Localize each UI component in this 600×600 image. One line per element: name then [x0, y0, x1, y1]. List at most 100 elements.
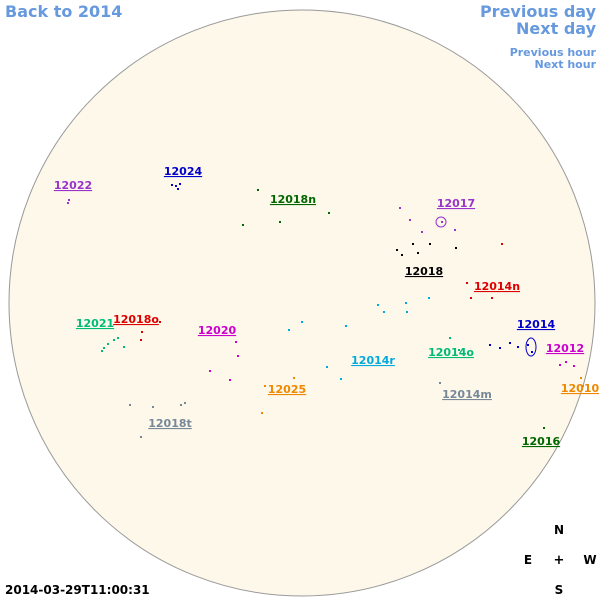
sunspot: [345, 325, 347, 327]
sunspot: [421, 231, 423, 233]
sunspot: [209, 370, 211, 372]
sunspot: [466, 282, 468, 284]
sunspot: [582, 385, 584, 387]
region-label[interactable]: 12010: [561, 382, 600, 395]
region-label[interactable]: 12024: [164, 165, 203, 178]
sunspot: [140, 436, 142, 438]
region-label[interactable]: 12018o: [113, 313, 159, 326]
region-label[interactable]: 12014m: [442, 388, 492, 401]
previous-day-link[interactable]: Previous day: [480, 2, 597, 21]
sunspot: [377, 304, 379, 306]
sunspot: [383, 311, 385, 313]
sunspot: [68, 199, 70, 201]
compass-west: W: [583, 553, 596, 567]
sunspot: [129, 404, 131, 406]
sunspot: [412, 243, 414, 245]
region-label[interactable]: 12020: [198, 324, 237, 337]
next-hour-link[interactable]: Next hour: [535, 58, 597, 71]
sunspot: [177, 188, 179, 190]
region-label[interactable]: 12018n: [270, 193, 316, 206]
region-label[interactable]: 12018: [405, 265, 443, 278]
sunspot: [235, 341, 237, 343]
sunspot: [171, 184, 173, 186]
sunspot: [559, 364, 561, 366]
back-link[interactable]: Back to 2014: [5, 2, 122, 21]
sunspot: [101, 350, 103, 352]
sunspot: [501, 243, 503, 245]
sunspot: [328, 212, 330, 214]
compass-center: +: [554, 553, 565, 568]
sunspot: [229, 379, 231, 381]
sunspot: [107, 343, 109, 345]
region-label[interactable]: 12012: [546, 342, 584, 355]
sunspot: [117, 337, 119, 339]
sunspot: [489, 344, 491, 346]
sunspot: [264, 385, 266, 387]
sunspot: [123, 346, 125, 348]
region-label[interactable]: 12018t: [148, 417, 192, 430]
sunspot: [67, 202, 69, 204]
sunspot: [288, 329, 290, 331]
region-label[interactable]: 12017: [437, 197, 475, 210]
sunspot: [439, 382, 441, 384]
region-label[interactable]: 12016: [522, 435, 561, 448]
sunspot: [113, 339, 115, 341]
sunspot: [103, 347, 105, 349]
next-day-link[interactable]: Next day: [516, 19, 597, 38]
sunspot: [175, 185, 177, 187]
sunspot: [573, 365, 575, 367]
region-label[interactable]: 12021: [76, 317, 114, 330]
sunspot: [580, 377, 582, 379]
sunspot: [279, 221, 281, 223]
sunspot: [326, 366, 328, 368]
sunspot: [179, 183, 181, 185]
sunspot: [417, 252, 419, 254]
sunspot: [509, 342, 511, 344]
sunspot: [409, 219, 411, 221]
region-label[interactable]: 12022: [54, 179, 92, 192]
sunspot: [340, 378, 342, 380]
sunspot: [455, 247, 457, 249]
sunspot: [543, 427, 545, 429]
region-label[interactable]: 12025: [268, 383, 306, 396]
sunspot: [441, 221, 443, 223]
sunspot: [470, 297, 472, 299]
sunspot: [406, 311, 408, 313]
sunspot: [399, 207, 401, 209]
sunspot: [396, 249, 398, 251]
sunspot: [499, 347, 501, 349]
sunspot: [531, 351, 533, 353]
sunspot: [491, 297, 493, 299]
timestamp: 2014-03-29T11:00:31: [5, 583, 150, 597]
sunspot: [152, 406, 154, 408]
compass-north: N: [554, 523, 564, 537]
sunspot: [458, 349, 460, 351]
region-label[interactable]: 12014o: [428, 346, 474, 359]
sunspot: [428, 297, 430, 299]
sunspot: [454, 229, 456, 231]
compass-south: S: [555, 583, 564, 597]
sunspot: [565, 361, 567, 363]
sunspot: [184, 402, 186, 404]
sunspot: [237, 355, 239, 357]
sunspot: [293, 377, 295, 379]
sunspot: [401, 254, 403, 256]
previous-hour-link[interactable]: Previous hour: [510, 46, 597, 59]
solar-disk: [8, 9, 596, 597]
sunspot: [141, 331, 143, 333]
region-label[interactable]: 12014r: [351, 354, 395, 367]
sunspot: [527, 344, 529, 346]
sunspot: [517, 346, 519, 348]
sunspot: [301, 321, 303, 323]
sunspot: [242, 224, 244, 226]
sunspot: [261, 412, 263, 414]
sunspot: [429, 243, 431, 245]
region-label[interactable]: 12014: [517, 318, 556, 331]
sunspot: [405, 302, 407, 304]
spot-contour: [435, 216, 447, 228]
compass-east: E: [524, 553, 532, 567]
sunspot: [180, 404, 182, 406]
region-label[interactable]: 12014n: [474, 280, 520, 293]
sunspot: [257, 189, 259, 191]
